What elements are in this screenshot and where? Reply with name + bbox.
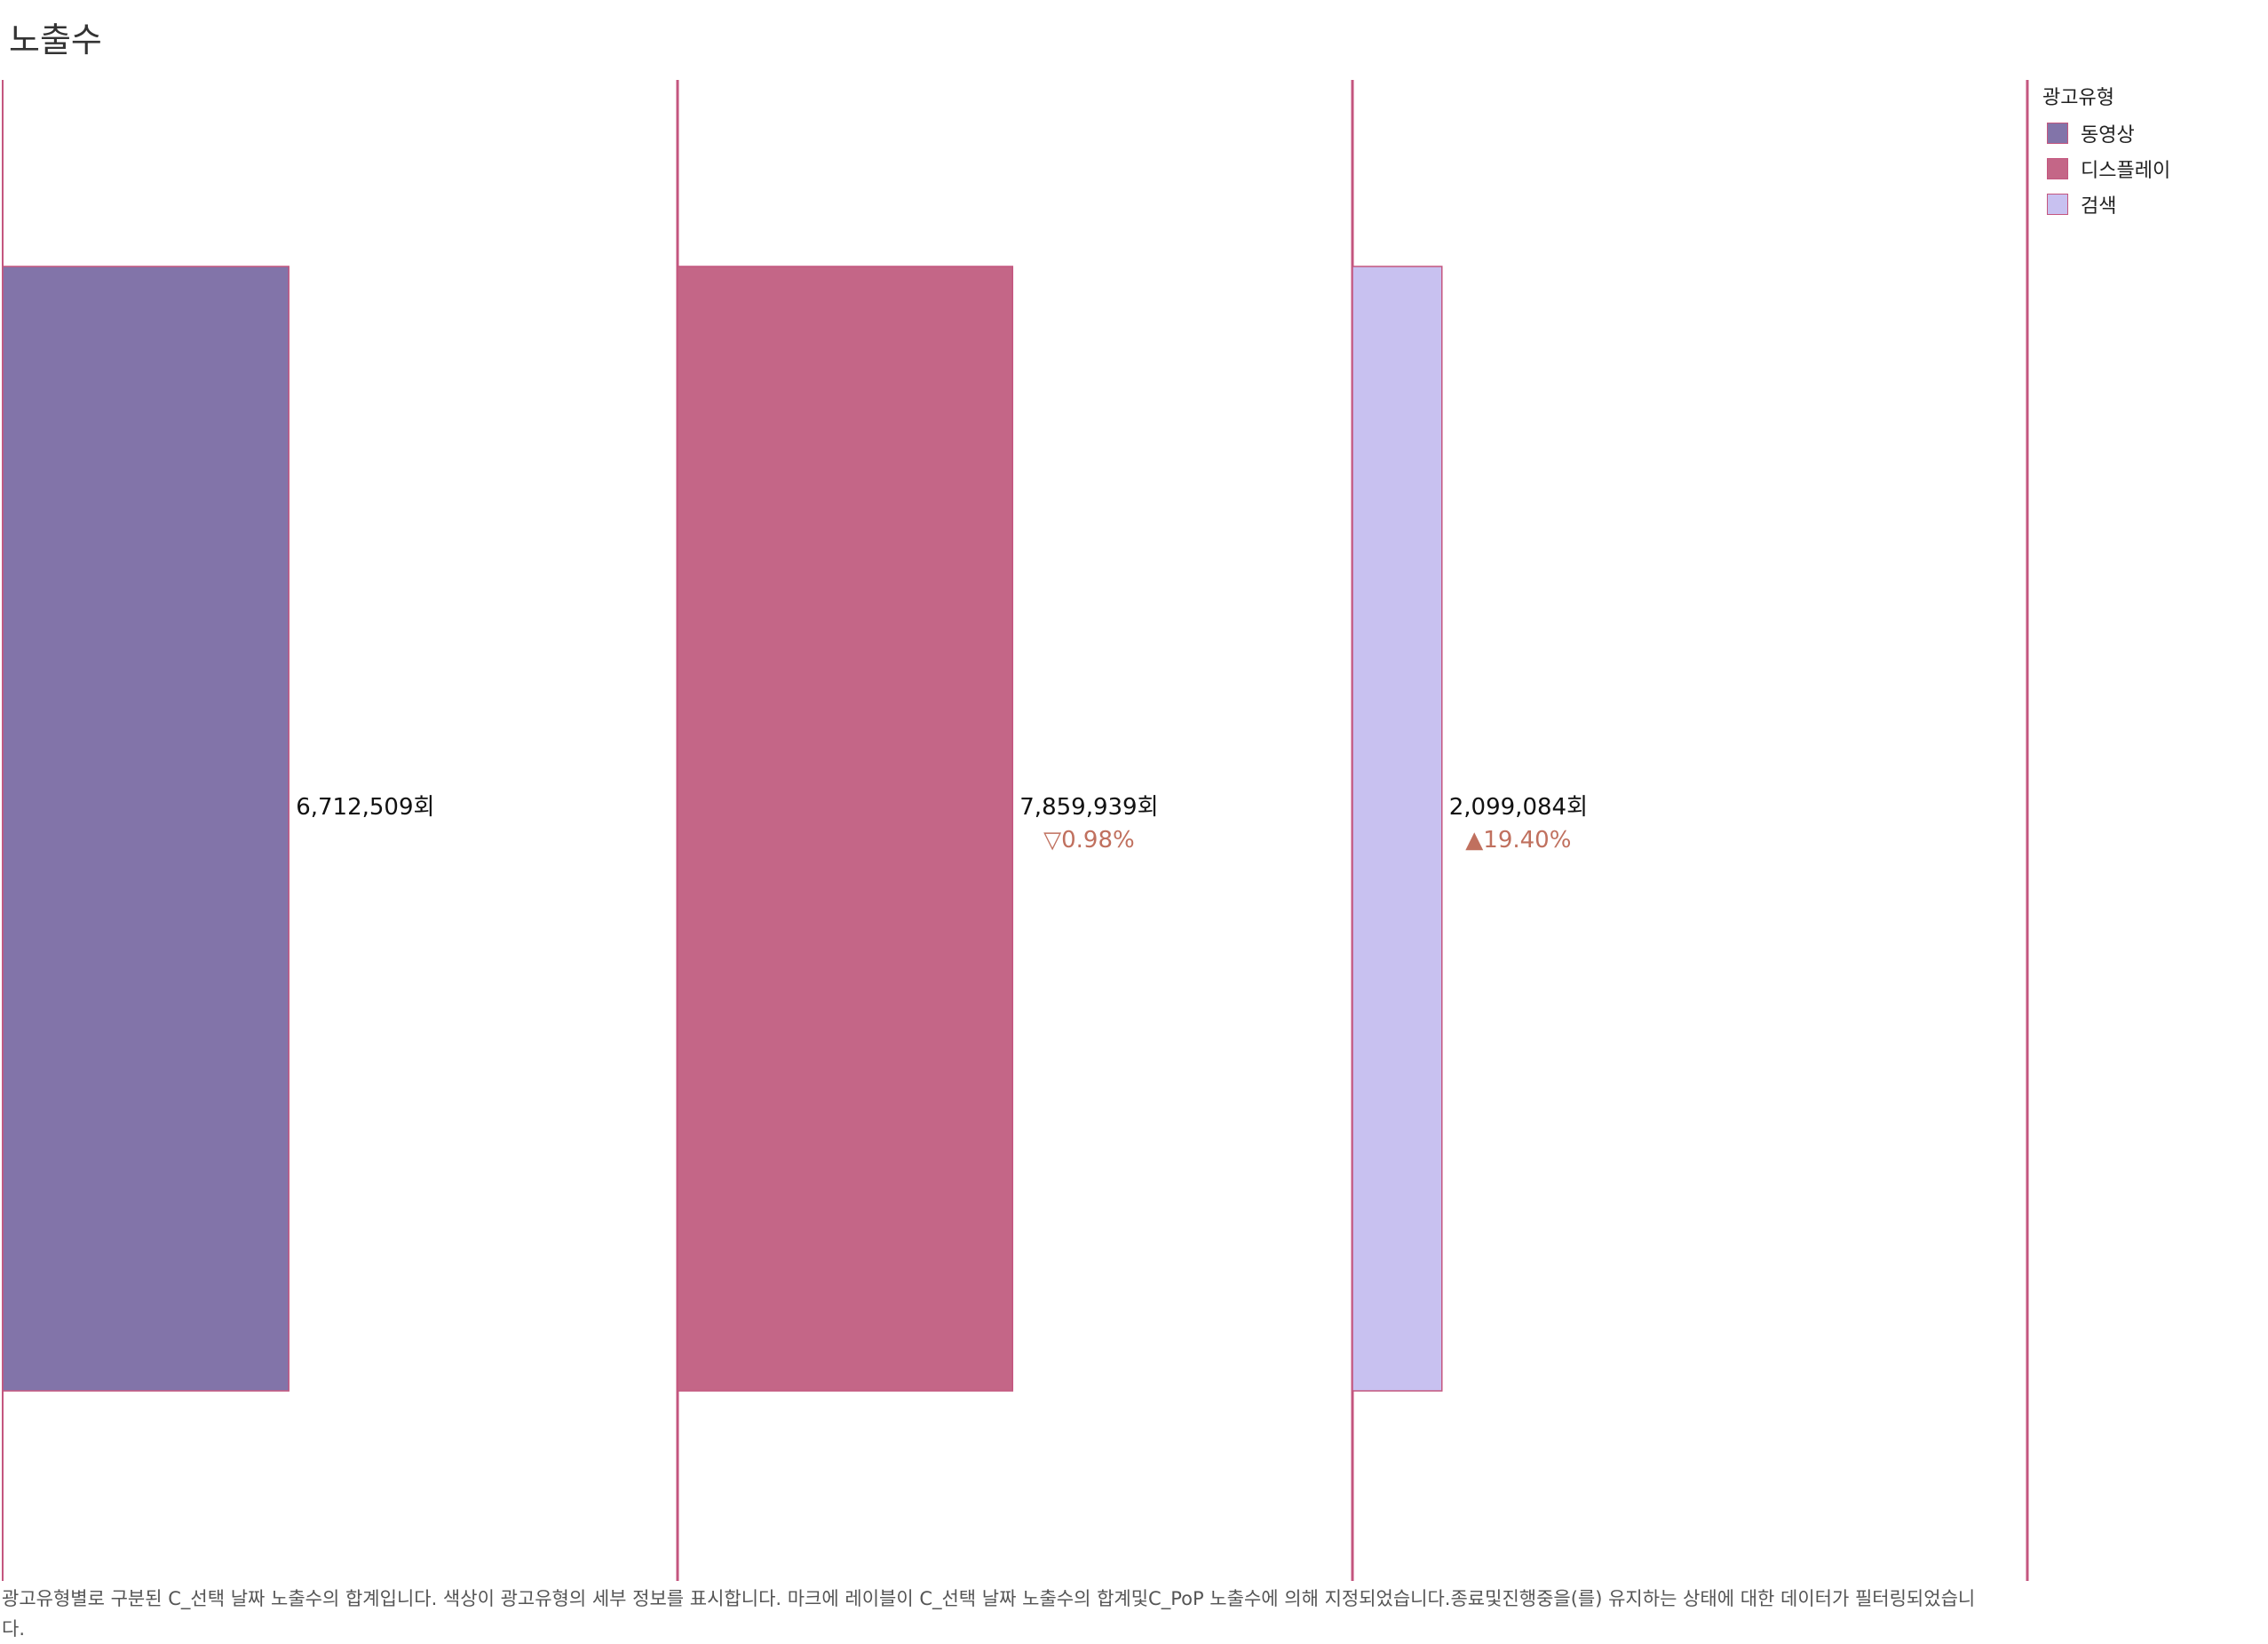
bar-search[interactable] <box>1352 266 1443 1392</box>
legend-title: 광고유형 <box>2042 87 2114 109</box>
legend-item-search[interactable]: 검색 <box>2042 187 2170 222</box>
legend-item-video[interactable]: 동영상 <box>2042 115 2170 151</box>
legend-label-search: 검색 <box>2081 195 2117 218</box>
value-label-video: 6,712,509회 <box>296 794 434 821</box>
legend-swatch-search <box>2047 194 2068 215</box>
legend-item-display[interactable]: 디스플레이 <box>2042 151 2170 187</box>
pop-label-display: ▽0.98% <box>1043 827 1135 854</box>
bar-video[interactable] <box>2 266 289 1392</box>
value-label-display: 7,859,939회 <box>1019 794 1158 821</box>
legend-swatch-video <box>2047 123 2068 144</box>
value-label-search: 2,099,084회 <box>1449 794 1588 821</box>
legend-label-video: 동영상 <box>2081 124 2135 147</box>
bar-display[interactable] <box>677 266 1014 1392</box>
pop-label-search: ▲19.40% <box>1465 827 1571 854</box>
legend-label-display: 디스플레이 <box>2081 160 2171 182</box>
chart-title: 노출수 <box>9 20 102 60</box>
chart-caption: 광고유형별로 구분된 C_선택 날짜 노출수의 합계입니다. 색상이 광고유형의… <box>2 1588 1976 1640</box>
legend: 광고유형 동영상 디스플레이 검색 <box>2042 82 2170 222</box>
legend-swatch-display <box>2047 158 2068 179</box>
